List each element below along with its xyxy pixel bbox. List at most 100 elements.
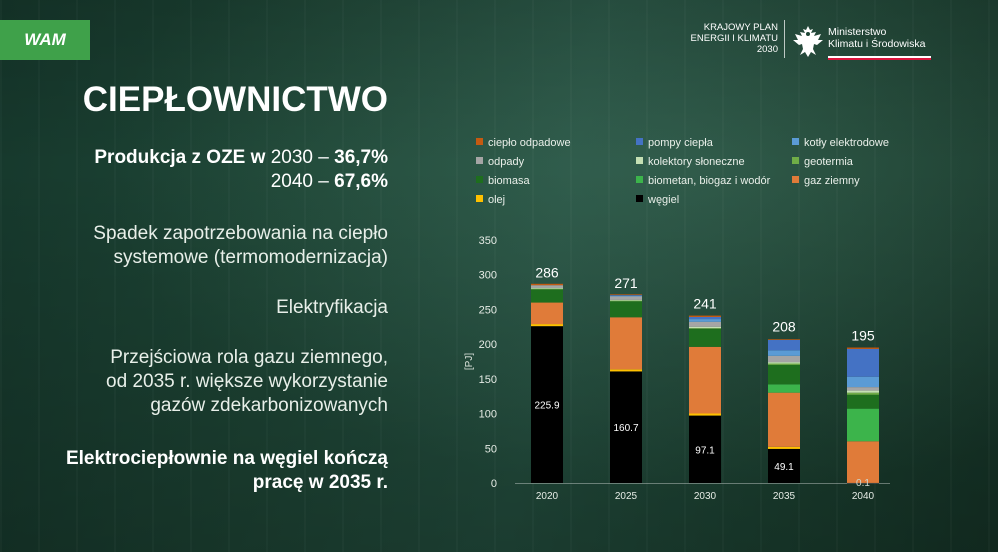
kpeik-logo-text: KRAJOWY PLAN ENERGII I KLIMATU 2030: [668, 22, 778, 55]
bar-segment: [531, 302, 563, 325]
x-tick-label: 2025: [615, 491, 638, 502]
data-label: 97.1: [695, 445, 715, 456]
data-label: 225.9: [534, 401, 559, 412]
bar-segment: [768, 364, 800, 385]
bar-segment: [847, 394, 879, 409]
legend-label: gaz ziemny: [804, 175, 860, 187]
total-label: 286: [535, 264, 559, 280]
data-label: 160.7: [613, 423, 638, 434]
legend-swatch: [792, 157, 799, 164]
bar-segment: [531, 283, 563, 286]
bar-segment: [610, 317, 642, 370]
legend-label: kotły elektrodowe: [804, 137, 889, 149]
bar-segment: [847, 390, 879, 393]
total-label: 208: [772, 319, 796, 335]
x-tick-label: 2040: [852, 491, 875, 502]
legend-item: ciepło odpadowe: [476, 136, 571, 150]
bar-segment: [847, 482, 879, 484]
bar-segment: [689, 321, 721, 327]
legend-swatch: [476, 138, 483, 145]
bar-segment: [768, 339, 800, 340]
point1-line1: Spadek zapotrzebowania na ciepło: [93, 223, 388, 244]
legend-label: pompy ciepła: [648, 137, 713, 149]
legend-swatch: [636, 195, 643, 202]
bar-segment: [847, 348, 879, 377]
bar-segment: [768, 446, 800, 449]
y-tick-label: 0: [491, 478, 497, 490]
total-label: 271: [614, 275, 638, 291]
bar-segment: [610, 295, 642, 297]
bar-segment: [531, 288, 563, 290]
legend-swatch: [792, 176, 799, 183]
x-tick-label: 2035: [773, 491, 796, 502]
y-tick-label: 150: [479, 374, 497, 386]
legend-label: biometan, biogaz i wodór: [648, 175, 771, 187]
bar-segment: [847, 387, 879, 391]
legend-label: olej: [488, 194, 506, 206]
ministry-line2: Klimatu i Środowiska: [828, 38, 926, 50]
slide-title: CIEPŁOWNICTWO: [82, 80, 388, 119]
legend-item: węgiel: [636, 193, 679, 207]
bar-segment: [689, 319, 721, 322]
bar-segment: [847, 392, 879, 395]
bar-segment: [689, 346, 721, 414]
bar-segment: [531, 287, 563, 289]
y-tick-label: 100: [479, 409, 497, 421]
bar-segment: [610, 296, 642, 300]
bar-segment: [610, 369, 642, 372]
production-year-2: 2040: [270, 171, 313, 192]
data-label: 0.1: [856, 478, 870, 489]
heat-production-chart: 0 50 100 150 200 250 300 350 [PJ] 225.9 286 2020 160…: [464, 235, 890, 502]
plan-line2: ENERGII I KLIMATU: [690, 33, 778, 44]
legend-item: pompy ciepła: [636, 136, 713, 150]
legend-swatch: [636, 138, 643, 145]
bar-segment: [610, 294, 642, 296]
point-gas-role: Przejściowa rola gazu ziemnego, od 2035 …: [106, 346, 388, 418]
y-tick-label: 300: [479, 270, 497, 282]
bar-segment: [610, 299, 642, 301]
legend-item: biometan, biogaz i wodór: [636, 174, 770, 188]
y-axis-label: [PJ]: [464, 353, 475, 370]
bar-segment: [847, 408, 879, 442]
legend-swatch: [792, 138, 799, 145]
production-year-1: 2030: [270, 147, 313, 168]
bar-segment: [531, 285, 563, 288]
legend-item: kotły elektrodowe: [792, 136, 889, 150]
point3-line1: Przejściowa rola gazu ziemnego,: [110, 347, 388, 368]
point-electrification: Elektryfikacja: [276, 297, 388, 318]
production-dash-2: –: [318, 171, 329, 192]
bar-segment: [768, 363, 800, 365]
legend-item: gaz ziemny: [792, 174, 860, 188]
point4-line1: Elektrociepłownie na węgiel kończą: [65, 448, 388, 469]
legend-label: geotermia: [804, 156, 853, 168]
bar-segment: [847, 376, 879, 388]
bar-segment: [610, 295, 642, 296]
bar-segment: [610, 300, 642, 302]
scenario-badge: WAM: [0, 20, 90, 60]
x-tick-label: 2020: [536, 491, 559, 502]
bar-segment: [768, 362, 800, 364]
legend-item: geotermia: [792, 155, 853, 169]
legend-label: ciepło odpadowe: [488, 137, 571, 149]
legend-swatch: [476, 195, 483, 202]
ministry-name: Ministerstwo Klimatu i Środowiska: [828, 26, 925, 50]
production-line-2: 2040 – 67,6%: [271, 170, 388, 194]
y-tick-label: 50: [485, 443, 497, 455]
y-tick-label: 350: [479, 235, 497, 247]
production-dash-1: –: [318, 147, 329, 168]
legend-item: kolektory słoneczne: [636, 155, 745, 169]
bar-segment: [689, 328, 721, 329]
legend-label: biomasa: [488, 175, 530, 187]
plan-line1: KRAJOWY PLAN: [703, 22, 778, 33]
bar-segment: [689, 326, 721, 329]
total-label: 195: [851, 328, 875, 344]
y-tick-label: 200: [479, 339, 497, 351]
bar-segment: [768, 339, 800, 351]
bar-segment: [768, 350, 800, 356]
total-label: 241: [693, 296, 717, 312]
logo-block: KRAJOWY PLAN ENERGII I KLIMATU 2030 Mini…: [668, 18, 938, 66]
x-tick-label: 2030: [694, 491, 717, 502]
legend-swatch: [476, 176, 483, 183]
production-value-1: 36,7%: [334, 147, 388, 168]
